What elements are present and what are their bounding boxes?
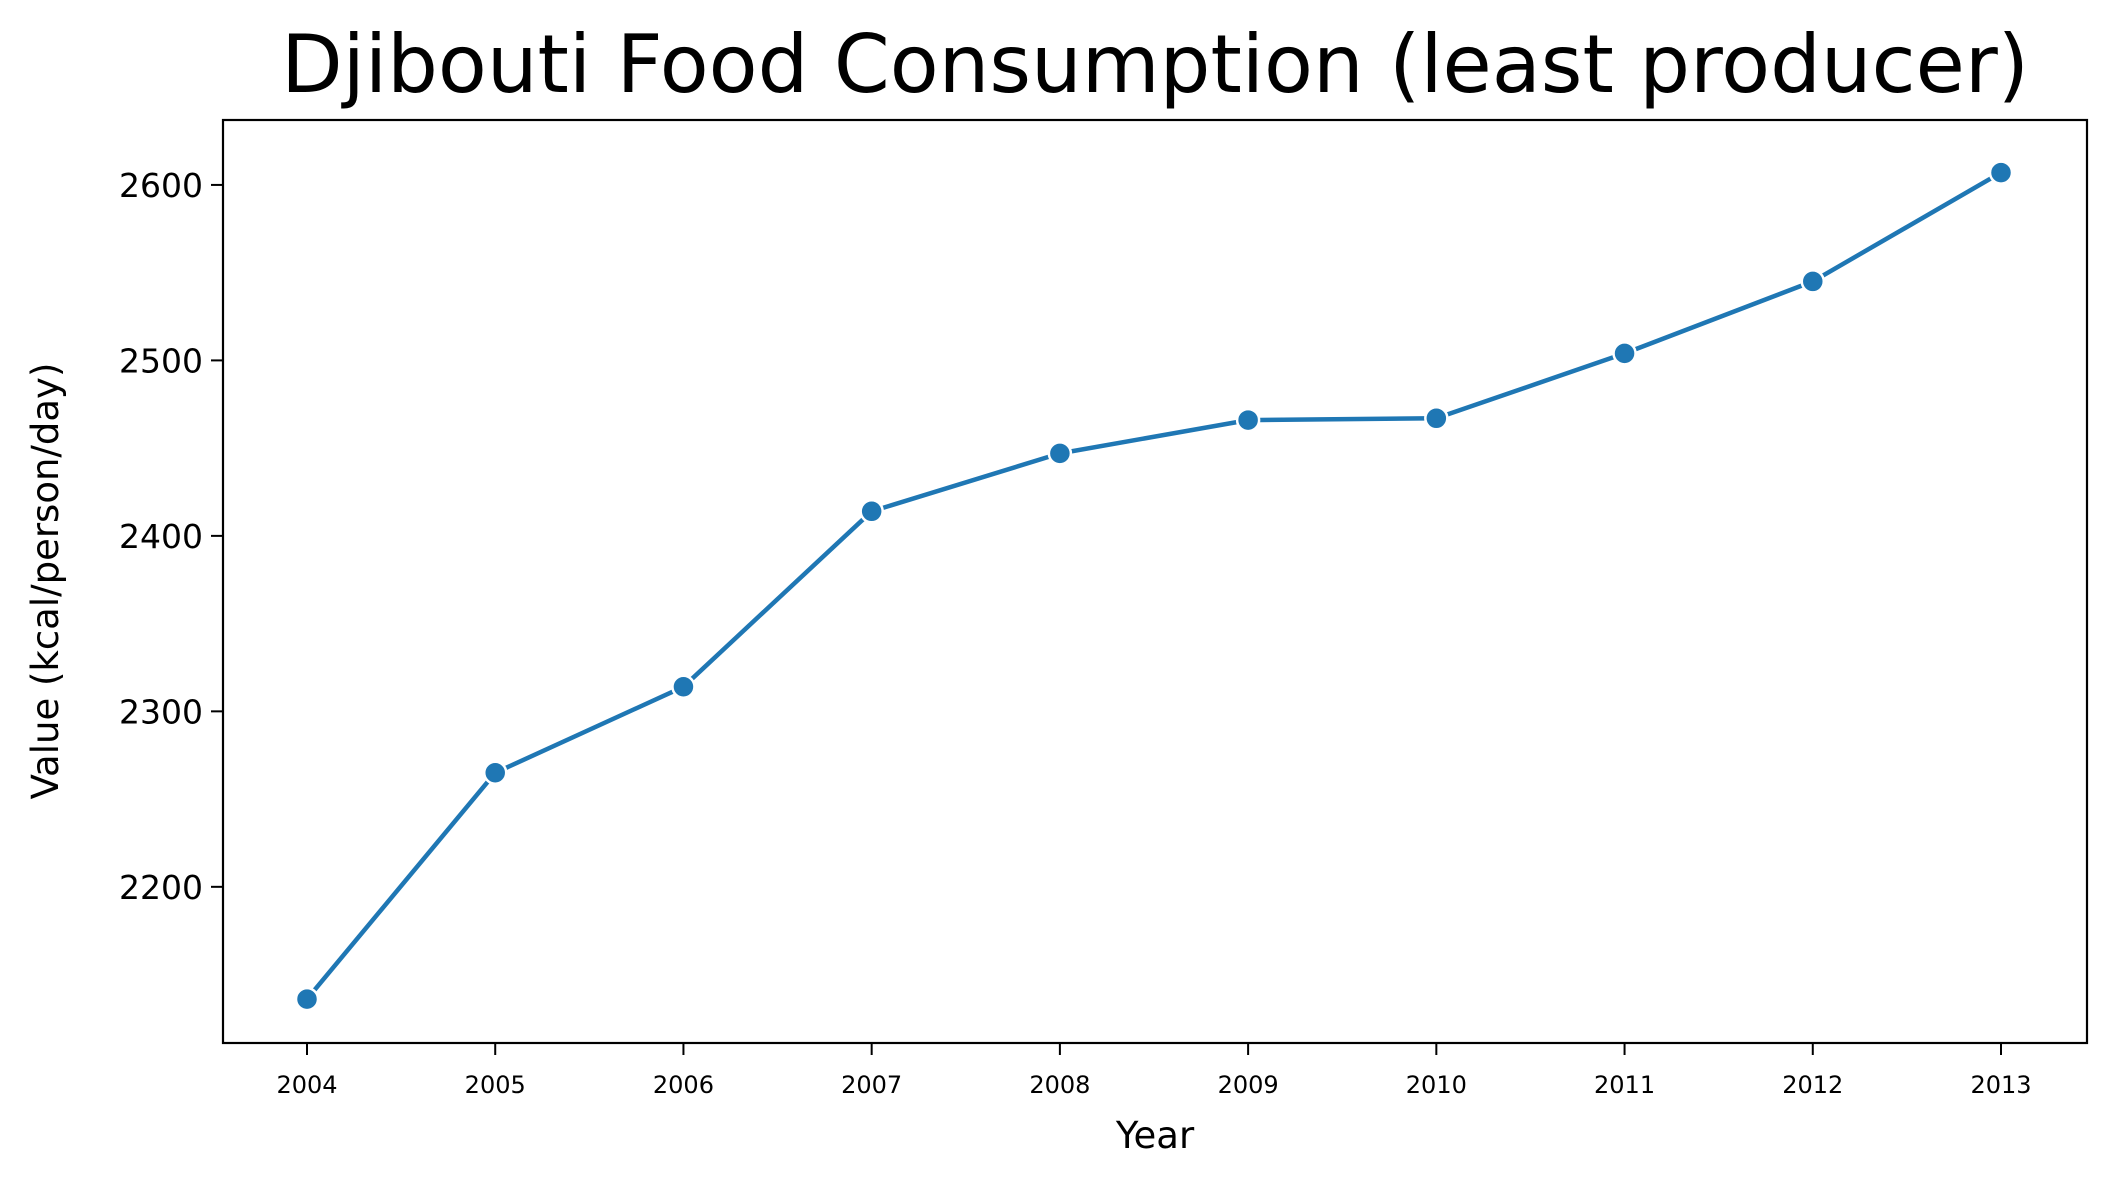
series-layer: [294, 160, 2014, 1012]
data-point: [1235, 407, 1261, 433]
x-tick-label: 2010: [1406, 1071, 1467, 1099]
data-point: [1612, 341, 1637, 366]
plot-frame: [221, 118, 2089, 1045]
x-tick-label: 2013: [1970, 1071, 2031, 1099]
series-line: [304, 170, 2004, 1002]
plot-area: [221, 118, 2089, 1045]
y-axis-label: Value (kcal/person/day): [24, 363, 67, 800]
x-axis-ticks: 2004 2005 2006 2007 2008 2009 2010 2011 2012 2013: [276, 1043, 2032, 1099]
data-point: [671, 674, 696, 700]
data-point: [859, 499, 884, 524]
y-tick-label: 2600: [119, 166, 203, 205]
y-axis-ticks: 2200 2300 2400 2500 2600: [119, 166, 223, 907]
data-point: [482, 760, 508, 786]
y-tick-label: 2400: [119, 517, 203, 556]
chart-title: Djibouti Food Consumption (least produce…: [281, 18, 2029, 111]
data-point: [1800, 269, 1826, 294]
y-tick-label: 2200: [119, 868, 203, 907]
x-tick-label: 2011: [1594, 1071, 1655, 1099]
x-tick-label: 2007: [841, 1071, 902, 1099]
x-tick-label: 2004: [276, 1071, 337, 1099]
x-tick-label: 2012: [1782, 1071, 1843, 1099]
x-tick-label: 2005: [465, 1071, 526, 1099]
data-point: [1424, 406, 1449, 431]
x-tick-label: 2006: [653, 1071, 714, 1099]
x-tick-label: 2008: [1029, 1071, 1090, 1099]
x-tick-label: 2009: [1218, 1071, 1279, 1099]
data-point: [1047, 441, 1073, 466]
y-tick-label: 2300: [119, 692, 203, 731]
data-point: [1988, 160, 2014, 185]
data-point: [294, 986, 320, 1012]
y-tick-label: 2500: [119, 341, 203, 380]
x-axis-label: Year: [1115, 1114, 1195, 1157]
